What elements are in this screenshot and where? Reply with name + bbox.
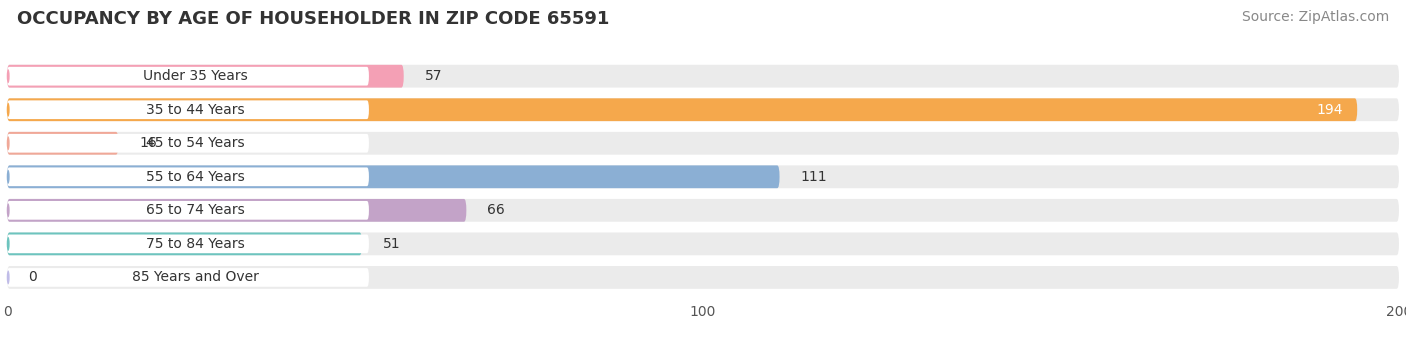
FancyBboxPatch shape: [7, 98, 1399, 121]
Text: 55 to 64 Years: 55 to 64 Years: [146, 170, 245, 184]
FancyBboxPatch shape: [7, 233, 361, 255]
Circle shape: [7, 103, 10, 117]
Text: 0: 0: [28, 270, 37, 284]
FancyBboxPatch shape: [7, 165, 1399, 188]
FancyBboxPatch shape: [7, 98, 1357, 121]
FancyBboxPatch shape: [7, 168, 368, 186]
FancyBboxPatch shape: [7, 199, 467, 222]
FancyBboxPatch shape: [7, 132, 1399, 155]
Circle shape: [7, 69, 10, 83]
FancyBboxPatch shape: [7, 233, 1399, 255]
Text: 65 to 74 Years: 65 to 74 Years: [146, 203, 245, 217]
FancyBboxPatch shape: [7, 199, 1399, 222]
Text: 45 to 54 Years: 45 to 54 Years: [146, 136, 245, 150]
Text: 75 to 84 Years: 75 to 84 Years: [146, 237, 245, 251]
FancyBboxPatch shape: [7, 132, 118, 155]
FancyBboxPatch shape: [7, 65, 404, 88]
Text: 57: 57: [425, 69, 441, 83]
FancyBboxPatch shape: [7, 201, 368, 220]
FancyBboxPatch shape: [7, 100, 368, 119]
Text: Under 35 Years: Under 35 Years: [143, 69, 247, 83]
FancyBboxPatch shape: [7, 266, 1399, 289]
Text: 16: 16: [139, 136, 157, 150]
Text: 66: 66: [488, 203, 505, 217]
FancyBboxPatch shape: [7, 65, 1399, 88]
FancyBboxPatch shape: [7, 268, 368, 287]
FancyBboxPatch shape: [7, 134, 368, 153]
FancyBboxPatch shape: [7, 235, 368, 253]
Circle shape: [7, 203, 10, 217]
Text: 111: 111: [800, 170, 827, 184]
Circle shape: [7, 270, 10, 285]
FancyBboxPatch shape: [7, 165, 779, 188]
Text: 35 to 44 Years: 35 to 44 Years: [146, 103, 245, 117]
Text: Source: ZipAtlas.com: Source: ZipAtlas.com: [1241, 10, 1389, 24]
Text: 51: 51: [382, 237, 401, 251]
FancyBboxPatch shape: [7, 67, 368, 86]
Text: 194: 194: [1317, 103, 1343, 117]
Circle shape: [7, 170, 10, 184]
Text: OCCUPANCY BY AGE OF HOUSEHOLDER IN ZIP CODE 65591: OCCUPANCY BY AGE OF HOUSEHOLDER IN ZIP C…: [17, 10, 609, 28]
Circle shape: [7, 237, 10, 251]
Circle shape: [7, 136, 10, 150]
Text: 85 Years and Over: 85 Years and Over: [132, 270, 259, 284]
